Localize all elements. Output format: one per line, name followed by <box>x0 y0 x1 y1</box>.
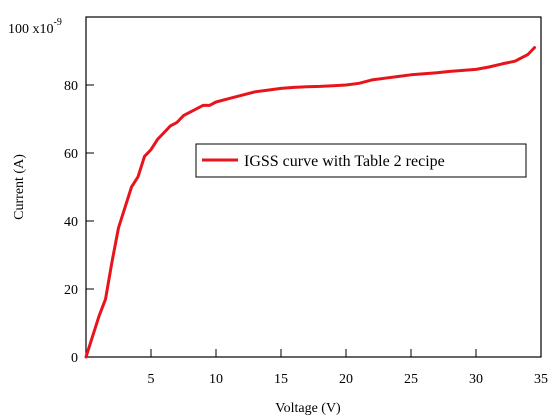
x-tick-label: 25 <box>404 372 418 387</box>
x-tick-label: 10 <box>209 372 223 387</box>
y-axis-label: Current (A) <box>12 154 27 220</box>
y-scale-exponent: -9 <box>54 17 62 28</box>
legend-box <box>195 143 527 178</box>
x-tick-label: 5 <box>148 372 155 387</box>
y-tick-label: 80 <box>64 79 78 94</box>
plot-area <box>85 16 542 358</box>
x-tick-label: 30 <box>469 372 483 387</box>
series-line <box>84 46 536 359</box>
y-axis-ticks: 0 20 40 60 80 <box>64 79 94 366</box>
y-tick-label: 60 <box>64 147 78 162</box>
y-scale-label: 100 x10-9 <box>8 17 62 37</box>
x-tick-label: 20 <box>339 372 353 387</box>
x-axis-ticks: 5 10 15 20 25 30 35 <box>148 349 548 387</box>
x-axis-label: Voltage (V) <box>275 401 341 416</box>
y-tick-label: 0 <box>71 351 78 366</box>
x-tick-label: 35 <box>534 372 548 387</box>
y-scale-base: 100 x10 <box>8 22 54 37</box>
legend: IGSS curve with Table 2 recipe <box>195 143 527 178</box>
x-tick-label: 15 <box>274 372 288 387</box>
y-tick-label: 40 <box>64 215 78 230</box>
legend-label: IGSS curve with Table 2 recipe <box>244 153 445 170</box>
y-tick-label: 20 <box>64 283 78 298</box>
